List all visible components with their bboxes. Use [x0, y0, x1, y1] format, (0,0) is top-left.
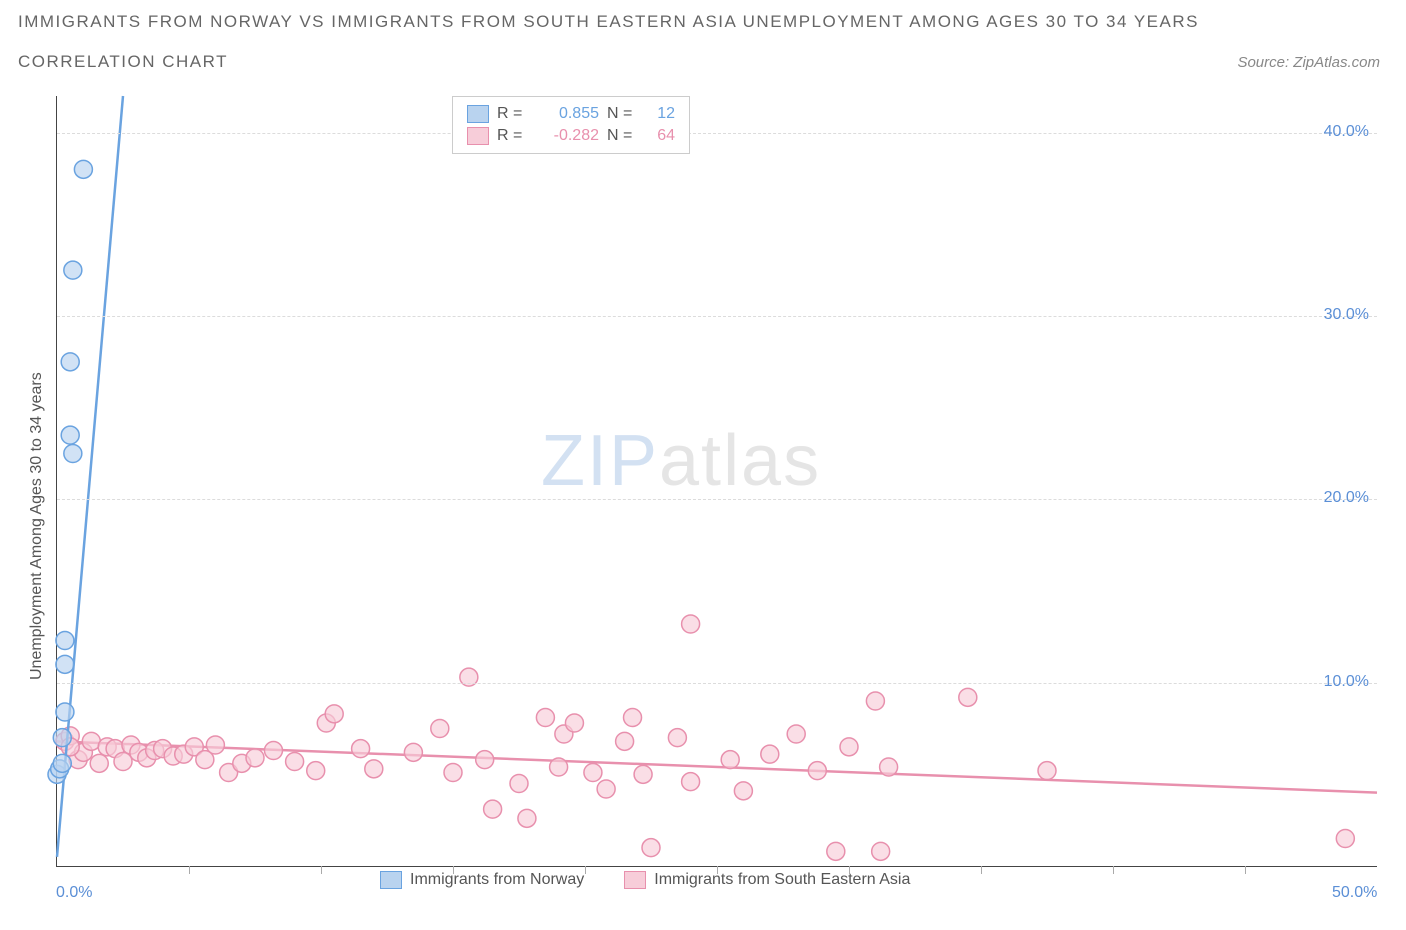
data-point [325, 705, 343, 723]
data-point [56, 632, 74, 650]
data-point [721, 751, 739, 769]
data-point [787, 725, 805, 743]
gridline [57, 499, 1377, 500]
data-point [880, 758, 898, 776]
y-axis-label: Unemployment Among Ages 30 to 34 years [28, 372, 46, 680]
data-point [74, 160, 92, 178]
x-tick [981, 866, 982, 874]
legend-r-label-a: R = [497, 103, 529, 125]
data-point [264, 742, 282, 760]
legend-swatch-sea [467, 127, 489, 145]
data-point [959, 688, 977, 706]
data-point [484, 800, 502, 818]
legend-r-value-b: -0.282 [537, 125, 599, 147]
data-point [584, 764, 602, 782]
source-label: Source: ZipAtlas.com [1237, 54, 1380, 71]
chart-title-line1: IMMIGRANTS FROM NORWAY VS IMMIGRANTS FRO… [18, 12, 1199, 32]
legend-swatch-sea-2 [624, 871, 646, 889]
data-point [206, 736, 224, 754]
data-point [64, 261, 82, 279]
data-point [61, 353, 79, 371]
legend-label-norway: Immigrants from Norway [410, 871, 584, 889]
data-point [872, 842, 890, 860]
y-tick-label: 40.0% [1324, 123, 1369, 141]
legend-n-value-b: 64 [647, 125, 675, 147]
gridline [57, 133, 1377, 134]
data-point [565, 714, 583, 732]
legend-row-series-a: R = 0.855 N = 12 [467, 103, 675, 125]
data-point [734, 782, 752, 800]
legend-r-label-b: R = [497, 125, 529, 147]
data-point [53, 754, 71, 772]
data-point [866, 692, 884, 710]
data-point [518, 809, 536, 827]
data-point [114, 753, 132, 771]
data-point [642, 839, 660, 857]
legend-r-value-a: 0.855 [537, 103, 599, 125]
data-point [808, 762, 826, 780]
data-point [761, 745, 779, 763]
correlation-legend: R = 0.855 N = 12 R = -0.282 N = 64 [452, 96, 690, 154]
legend-n-value-a: 12 [647, 103, 675, 125]
chart-title-line2: CORRELATION CHART [18, 52, 228, 72]
data-point [682, 615, 700, 633]
legend-swatch-norway-2 [380, 871, 402, 889]
y-tick-label: 20.0% [1324, 489, 1369, 507]
x-tick [1245, 866, 1246, 874]
data-point [1038, 762, 1056, 780]
data-point [56, 703, 74, 721]
data-point [550, 758, 568, 776]
data-point [246, 749, 264, 767]
data-point [56, 655, 74, 673]
data-point [352, 740, 370, 758]
data-point [597, 780, 615, 798]
legend-item-norway: Immigrants from Norway [380, 871, 584, 889]
x-tick-label: 50.0% [1332, 884, 1377, 902]
data-point [682, 773, 700, 791]
data-point [53, 729, 71, 747]
gridline [57, 683, 1377, 684]
legend-n-label-b: N = [607, 125, 639, 147]
data-point [536, 709, 554, 727]
legend-item-sea: Immigrants from South Eastern Asia [624, 871, 910, 889]
data-point [431, 720, 449, 738]
y-tick-label: 30.0% [1324, 306, 1369, 324]
legend-row-series-b: R = -0.282 N = 64 [467, 125, 675, 147]
data-point [624, 709, 642, 727]
y-tick-label: 10.0% [1324, 673, 1369, 691]
data-point [307, 762, 325, 780]
series-legend: Immigrants from Norway Immigrants from S… [380, 871, 910, 889]
data-point [61, 426, 79, 444]
gridline [57, 316, 1377, 317]
data-point [840, 738, 858, 756]
data-point [827, 842, 845, 860]
data-point [634, 765, 652, 783]
data-point [510, 775, 528, 793]
data-point [365, 760, 383, 778]
x-tick [1113, 866, 1114, 874]
data-point [404, 743, 422, 761]
chart-svg [57, 96, 1377, 866]
data-point [668, 729, 686, 747]
data-point [64, 445, 82, 463]
data-point [476, 751, 494, 769]
data-point [90, 754, 108, 772]
legend-n-label-a: N = [607, 103, 639, 125]
legend-swatch-norway [467, 105, 489, 123]
data-point [616, 732, 634, 750]
x-tick-label: 0.0% [56, 884, 92, 902]
data-point [286, 753, 304, 771]
legend-label-sea: Immigrants from South Eastern Asia [654, 871, 910, 889]
x-tick [321, 866, 322, 874]
data-point [444, 764, 462, 782]
data-point [1336, 830, 1354, 848]
scatter-plot-area: ZIPatlas 10.0%20.0%30.0%40.0% [56, 96, 1377, 867]
x-tick [189, 866, 190, 874]
